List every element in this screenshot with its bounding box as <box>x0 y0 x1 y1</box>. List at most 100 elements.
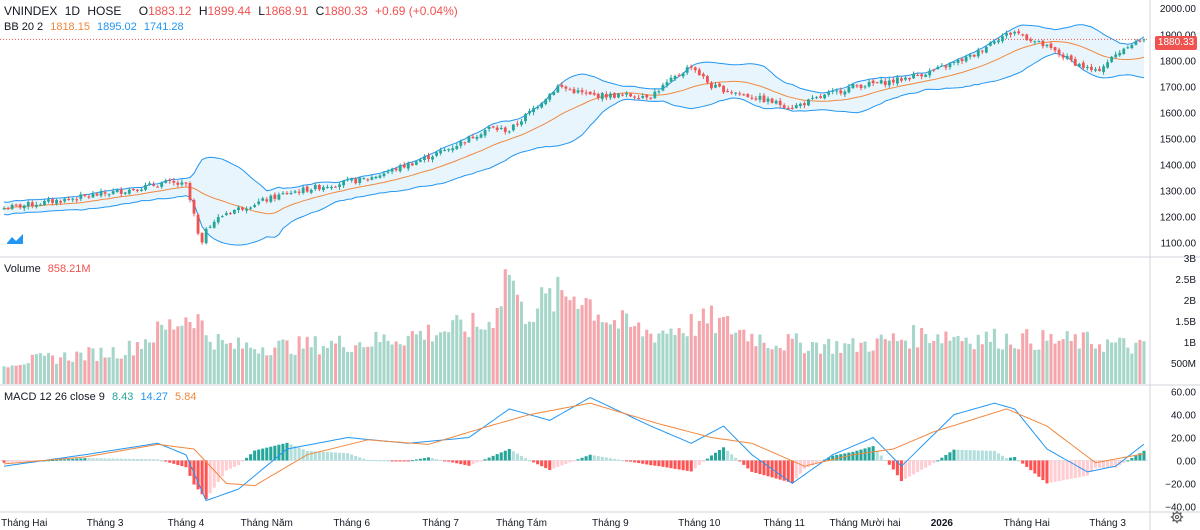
macd-histogram-bar <box>87 458 91 461</box>
candle <box>1009 32 1012 35</box>
candle <box>47 199 50 202</box>
candle <box>669 77 673 82</box>
candle <box>467 136 471 143</box>
volume-bar <box>948 340 952 384</box>
candle <box>269 195 273 202</box>
volume-bar <box>127 340 131 384</box>
volume-bar <box>366 346 370 384</box>
candle <box>847 86 851 93</box>
volume-bar <box>467 336 471 384</box>
candle <box>1041 40 1045 47</box>
macd-histogram-bar <box>996 453 1000 461</box>
volume-bar <box>439 332 443 384</box>
volume-name: Volume <box>4 263 41 275</box>
macd-histogram-bar <box>451 460 455 463</box>
volume-bar <box>839 352 843 384</box>
tradingview-logo-icon[interactable] <box>6 233 24 245</box>
volume-bar <box>883 339 887 384</box>
candle <box>1029 39 1033 42</box>
macd-histogram-bar <box>422 458 426 461</box>
volume-value: 858.21M <box>47 263 91 275</box>
candle <box>786 107 790 109</box>
volume-bar <box>596 314 600 384</box>
macd-histogram-bar <box>455 460 459 464</box>
volume-bar <box>685 336 689 384</box>
symbol-name[interactable]: VNINDEX <box>4 4 58 18</box>
volume-bar <box>649 333 653 384</box>
candle <box>140 189 143 192</box>
volume-bar <box>778 348 782 384</box>
bb-basis-value: 1818.15 <box>50 21 90 33</box>
macd-histogram-bar <box>289 444 293 461</box>
macd-histogram-bar <box>903 460 908 479</box>
macd-histogram-bar <box>1009 457 1013 461</box>
volume-bar <box>483 329 487 384</box>
symbol-interval[interactable]: 1D <box>64 4 81 18</box>
macd-histogram-bar <box>152 459 156 461</box>
macd-histogram-bar <box>249 454 253 461</box>
candle <box>370 177 374 180</box>
candle <box>596 93 600 98</box>
volume-bar <box>964 337 968 384</box>
volume-bar <box>523 324 528 384</box>
macd-histogram-bar <box>620 460 625 462</box>
candle <box>6 208 10 210</box>
volume-legend[interactable]: Volume 858.21M <box>4 262 95 276</box>
macd-histogram-bar <box>329 452 333 461</box>
candle <box>115 189 119 193</box>
volume-bar <box>612 320 616 384</box>
volume-bar <box>55 363 59 384</box>
candle <box>580 90 584 93</box>
macd-histogram-bar <box>1093 460 1098 468</box>
macd-histogram-bar <box>685 460 689 471</box>
candle <box>406 163 410 169</box>
volume-bar <box>1000 349 1005 384</box>
volume-bar <box>835 341 839 384</box>
volume-bar <box>992 328 996 384</box>
macd-histogram-bar <box>916 460 920 473</box>
price-axis-tick: 2000.00 <box>1160 4 1197 15</box>
volume-bar <box>782 350 786 384</box>
macd-histogram-bar <box>665 460 669 468</box>
macd-histogram-bar <box>1089 460 1093 472</box>
volume-bar <box>1118 337 1122 384</box>
macd-histogram-bar <box>895 460 899 476</box>
macd-histogram-bar <box>30 460 34 462</box>
candle <box>928 70 932 76</box>
candle <box>301 187 305 193</box>
candle <box>782 105 786 108</box>
price-axis-tick: 1400.00 <box>1160 160 1197 171</box>
gear-icon[interactable] <box>1170 510 1184 524</box>
volume-bar <box>717 317 722 384</box>
volume-bar <box>576 308 580 384</box>
candle <box>746 94 750 98</box>
volume-bar <box>245 342 249 384</box>
macd-histogram-bar <box>750 460 754 472</box>
time-axis-tick: Tháng 4 <box>168 518 205 529</box>
macd-histogram-bar <box>467 460 471 466</box>
candle <box>718 83 721 87</box>
macd-histogram-bar <box>172 460 176 464</box>
volume-bar <box>265 355 269 384</box>
volume-bar <box>1009 344 1013 384</box>
candle <box>705 76 709 83</box>
macd-histogram-bar <box>483 459 487 461</box>
candle <box>1142 39 1146 41</box>
macd-histogram-bar <box>1013 457 1017 461</box>
candle <box>1138 40 1142 42</box>
macd-histogram-bar <box>67 459 71 461</box>
volume-bar <box>447 332 451 384</box>
volume-bar <box>220 339 224 384</box>
candle <box>358 177 362 183</box>
bb-legend[interactable]: BB 20 2 1818.15 1895.02 1741.28 <box>4 20 188 34</box>
volume-bar <box>669 328 673 384</box>
candle <box>980 50 984 52</box>
volume-bar <box>1033 349 1037 384</box>
candle <box>257 201 261 205</box>
last-price-tag: 1880.33 <box>1155 36 1197 50</box>
macd-legend[interactable]: MACD 12 26 close 9 8.43 14.27 5.84 <box>4 390 200 404</box>
candle <box>447 149 451 151</box>
macd-histogram-bar <box>22 460 26 462</box>
volume-bar <box>891 333 895 384</box>
